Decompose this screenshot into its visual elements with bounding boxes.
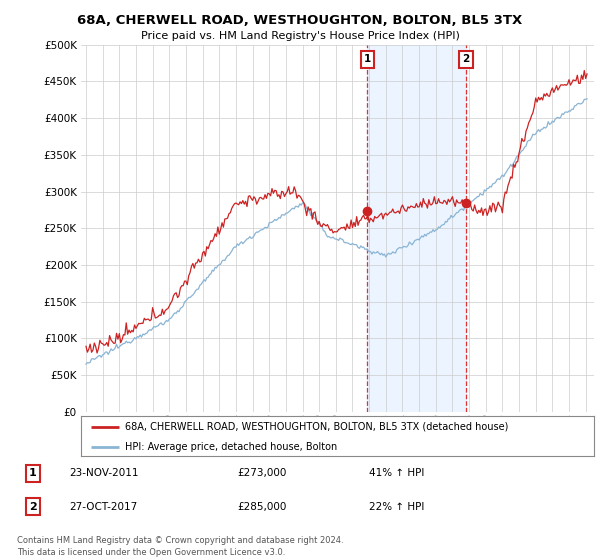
Text: 2: 2	[463, 54, 470, 64]
Text: 22% ↑ HPI: 22% ↑ HPI	[369, 502, 424, 512]
Text: 27-OCT-2017: 27-OCT-2017	[69, 502, 137, 512]
Text: Price paid vs. HM Land Registry's House Price Index (HPI): Price paid vs. HM Land Registry's House …	[140, 31, 460, 41]
Bar	[367, 45, 466, 412]
Text: £273,000: £273,000	[237, 468, 286, 478]
Text: 23-NOV-2011: 23-NOV-2011	[69, 468, 139, 478]
Text: Contains HM Land Registry data © Crown copyright and database right 2024.
This d: Contains HM Land Registry data © Crown c…	[17, 536, 343, 557]
Text: 41% ↑ HPI: 41% ↑ HPI	[369, 468, 424, 478]
Text: 1: 1	[29, 468, 37, 478]
Text: 1: 1	[364, 54, 371, 64]
Text: HPI: Average price, detached house, Bolton: HPI: Average price, detached house, Bolt…	[125, 442, 337, 451]
Text: 2: 2	[29, 502, 37, 512]
Text: 68A, CHERWELL ROAD, WESTHOUGHTON, BOLTON, BL5 3TX (detached house): 68A, CHERWELL ROAD, WESTHOUGHTON, BOLTON…	[125, 422, 508, 432]
Text: 68A, CHERWELL ROAD, WESTHOUGHTON, BOLTON, BL5 3TX: 68A, CHERWELL ROAD, WESTHOUGHTON, BOLTON…	[77, 14, 523, 27]
Text: £285,000: £285,000	[237, 502, 286, 512]
